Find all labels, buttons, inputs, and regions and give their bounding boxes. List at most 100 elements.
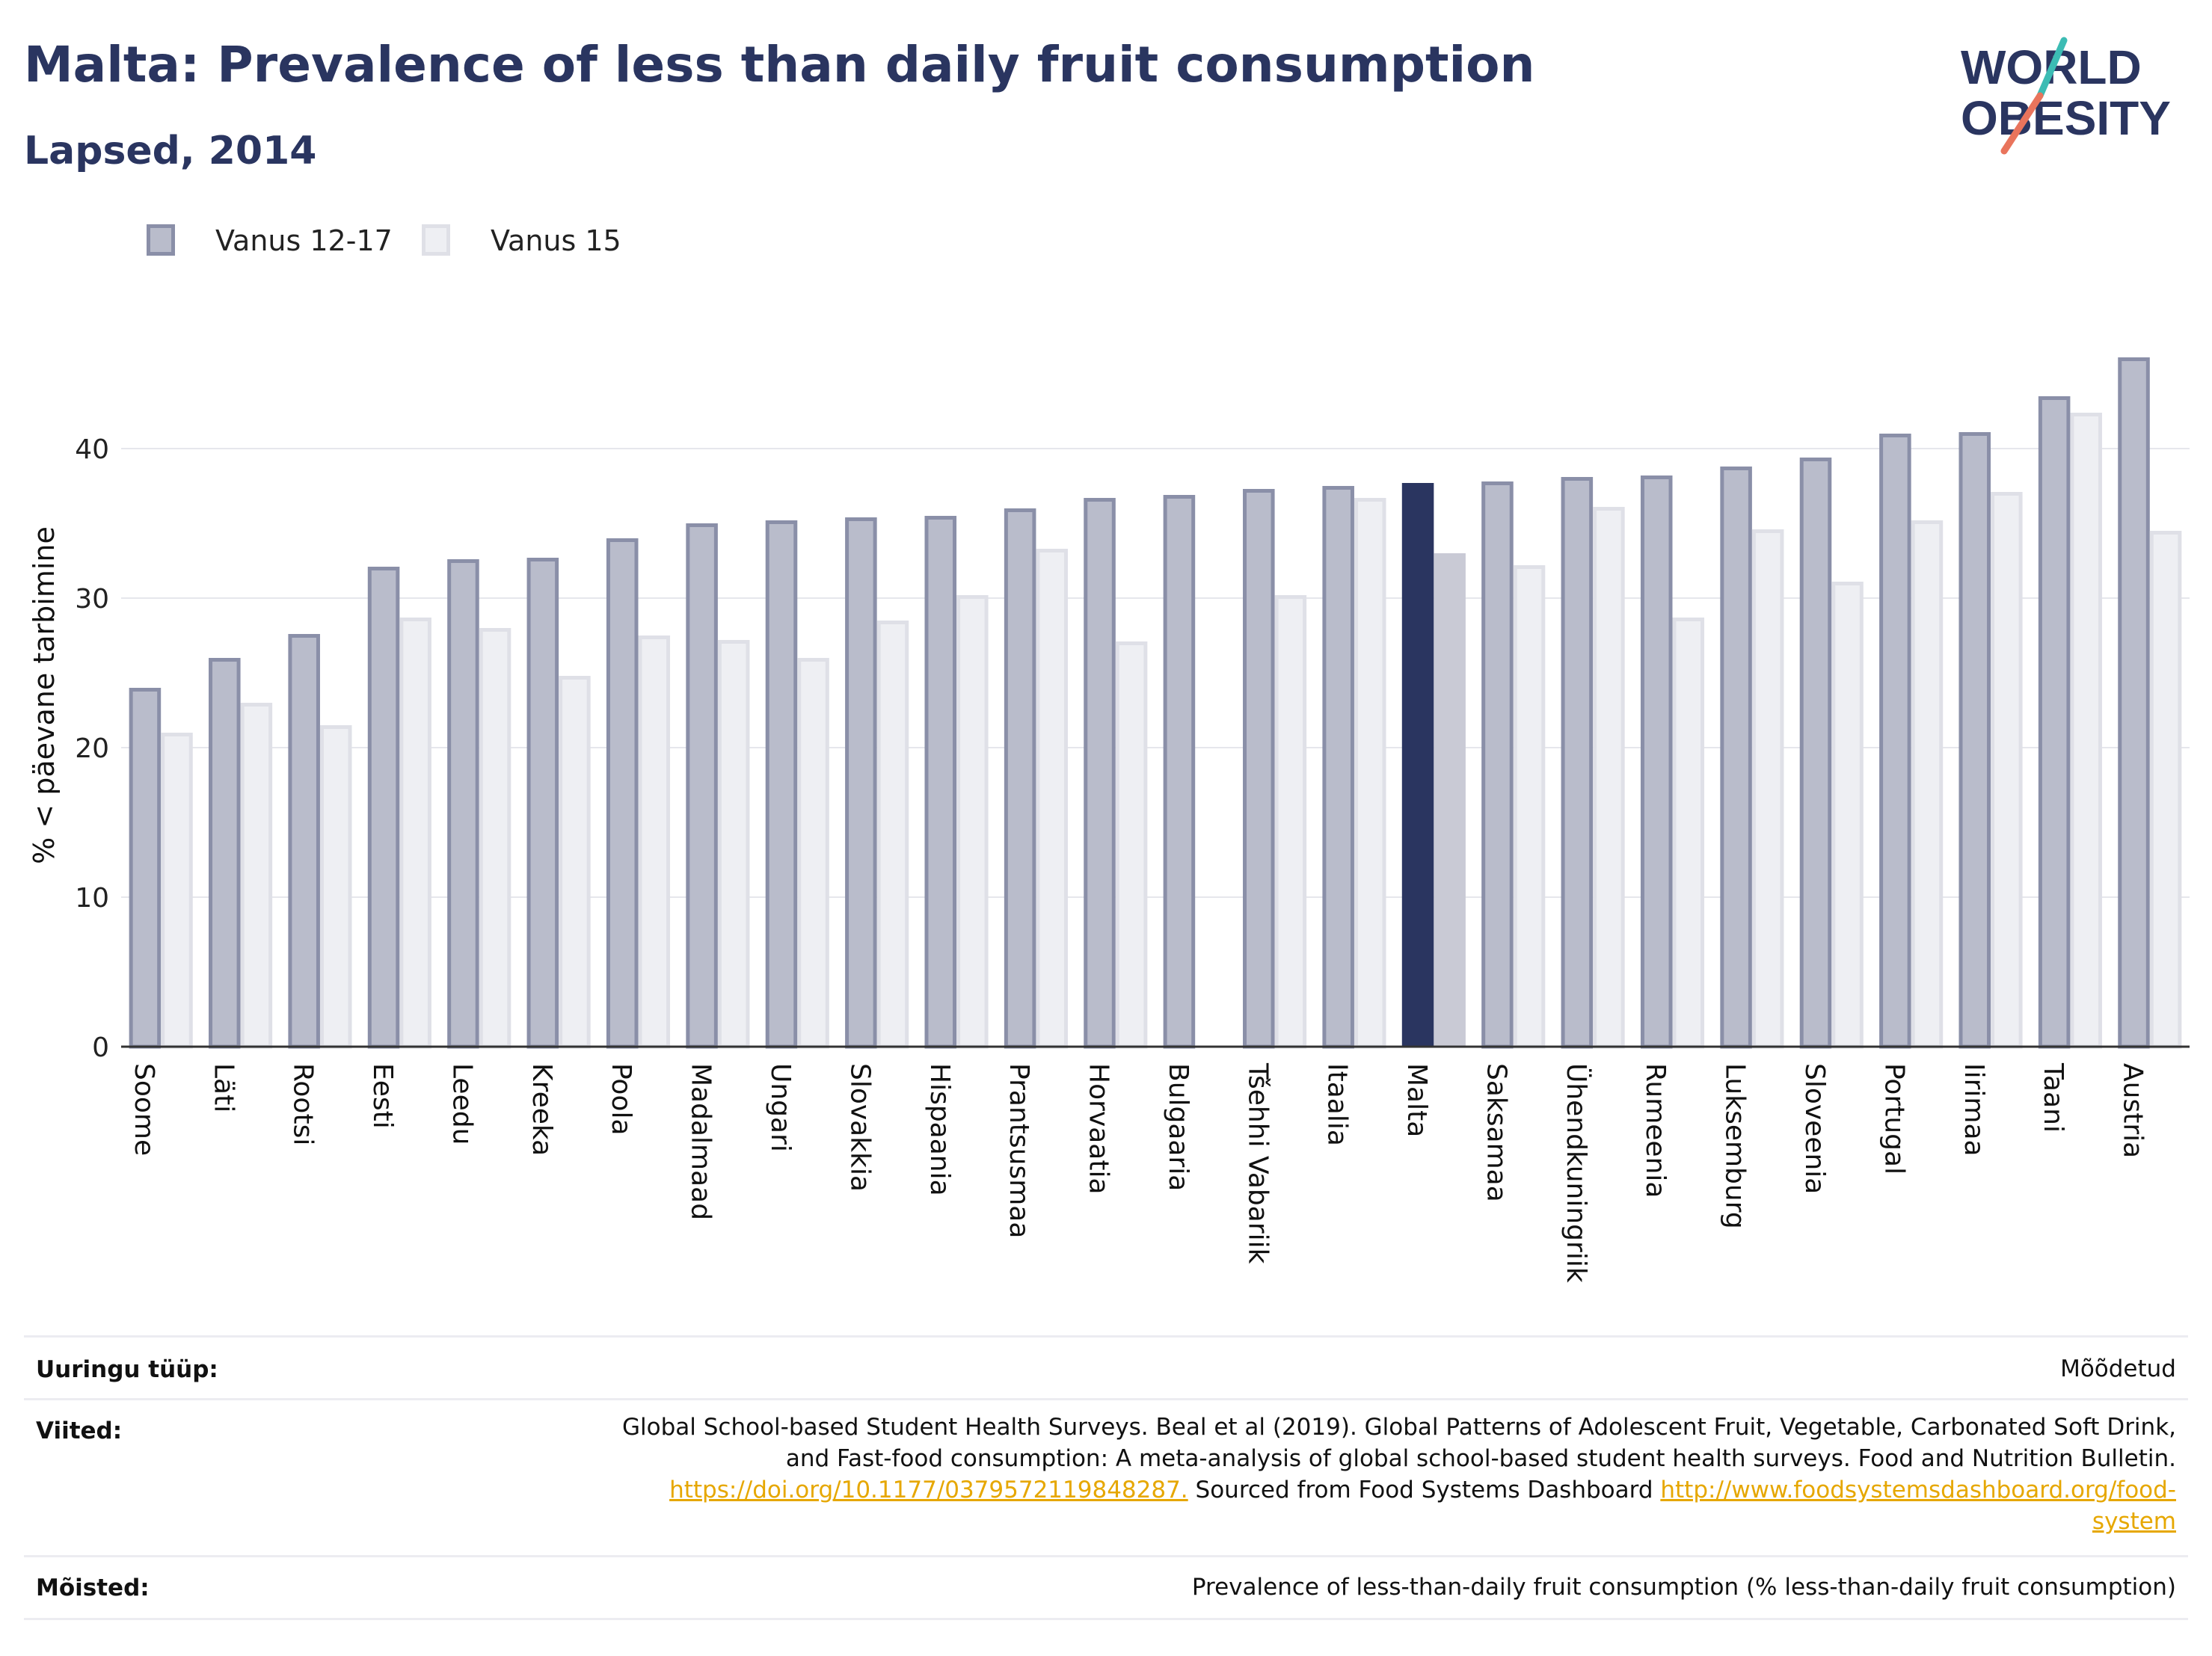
bar-series1 bbox=[526, 558, 559, 1049]
bar-series2 bbox=[956, 595, 989, 1049]
footer-row-survey-type: Uuringu tüüp: Mõõdetud bbox=[24, 1335, 2188, 1398]
bar-series1 bbox=[924, 516, 957, 1049]
bar-series2 bbox=[1513, 565, 1546, 1049]
logo-line2: OBESITY bbox=[1961, 91, 2171, 145]
dashboard-link-cont[interactable]: system bbox=[2092, 1508, 2176, 1535]
bar-chart: 0 10 20 30 40 % < päevane tarbimine Soome Läti R… bbox=[28, 357, 2190, 1283]
footer-divider bbox=[24, 1618, 2188, 1620]
bar-series1 bbox=[1879, 434, 1911, 1049]
x-tick-label: Slovakkia bbox=[844, 1063, 875, 1192]
x-tick-label: Hispaania bbox=[924, 1063, 955, 1196]
footer-divider bbox=[24, 1398, 2188, 1400]
bar-series2 bbox=[240, 703, 273, 1049]
legend-swatch-series1 bbox=[147, 224, 175, 256]
bar-series2 bbox=[1354, 498, 1386, 1049]
x-tick-label: Austria bbox=[2118, 1063, 2148, 1158]
x-tick-label: Soome bbox=[129, 1063, 159, 1156]
legend-swatch-series2 bbox=[422, 224, 450, 256]
bar-series2 bbox=[1831, 582, 1864, 1049]
bar-series1 bbox=[2038, 396, 2071, 1049]
reference-line2: and Fast-food consumption: A meta-analys… bbox=[785, 1445, 2176, 1472]
reference-mid: Sourced from Food Systems Dashboard bbox=[1188, 1477, 1661, 1503]
bar-series1 bbox=[288, 634, 320, 1049]
doi-link[interactable]: https://doi.org/10.1177/0379572119848287… bbox=[669, 1477, 1188, 1503]
y-tick-label: 30 bbox=[75, 584, 109, 615]
x-tick-label: Eesti bbox=[367, 1063, 398, 1129]
bar-series1 bbox=[209, 658, 241, 1049]
bar-series2 bbox=[2149, 531, 2182, 1049]
reference-line3: https://doi.org/10.1177/0379572119848287… bbox=[622, 1474, 2176, 1506]
bar-series2 bbox=[1036, 549, 1068, 1049]
footer-row-definitions: Mõisted: Prevalence of less-than-daily f… bbox=[24, 1555, 2188, 1618]
bar-series1 bbox=[1401, 483, 1434, 1047]
x-tick-label: Saksamaa bbox=[1481, 1063, 1511, 1202]
y-axis-label: % < päevane tarbimine bbox=[28, 526, 61, 864]
page-subtitle: Lapsed, 2014 bbox=[24, 129, 317, 173]
bar-series1 bbox=[1084, 498, 1116, 1049]
x-tick-label: Bulgaaria bbox=[1163, 1063, 1193, 1191]
bar-series1 bbox=[447, 559, 479, 1049]
footer-label: Uuringu tüüp: bbox=[36, 1356, 218, 1383]
bar-series2 bbox=[1672, 618, 1705, 1049]
y-tick-label: 40 bbox=[75, 434, 109, 465]
reference-line4: system bbox=[622, 1506, 2176, 1537]
bar-series1 bbox=[1720, 467, 1752, 1049]
bar-series2 bbox=[1991, 492, 2023, 1049]
bar-series1 bbox=[765, 520, 798, 1049]
bar-series2 bbox=[2070, 413, 2102, 1049]
bar-series2 bbox=[638, 635, 671, 1049]
x-tick-label: Iirimaa bbox=[1958, 1063, 1989, 1157]
footer-divider bbox=[24, 1335, 2188, 1338]
x-tick-label: Rootsi bbox=[288, 1063, 319, 1145]
x-tick-label: Poola bbox=[606, 1063, 636, 1136]
x-tick-label: Ühendkuningriik bbox=[1561, 1063, 1592, 1283]
x-tick-label: Sloveenia bbox=[1799, 1063, 1830, 1194]
x-tick-label: Madalmaad bbox=[686, 1063, 716, 1220]
x-tick-label: Taani bbox=[2038, 1062, 2068, 1133]
bar-series1 bbox=[1481, 481, 1514, 1049]
bar-series2 bbox=[1751, 529, 1784, 1049]
bar-series2 bbox=[161, 733, 193, 1049]
logo-slash-coral bbox=[2000, 92, 2044, 155]
bar-series2 bbox=[479, 628, 511, 1049]
footer-divider bbox=[24, 1555, 2188, 1557]
x-tick-label: Portugal bbox=[1878, 1063, 1909, 1175]
bar-series2 bbox=[1593, 507, 1625, 1049]
bar-series1 bbox=[367, 567, 400, 1049]
reference-line1: Global School-based Student Health Surve… bbox=[622, 1414, 2176, 1441]
x-tick-label: Rumeenia bbox=[1640, 1063, 1671, 1198]
bar-series1 bbox=[1799, 458, 1832, 1049]
bar-series2 bbox=[319, 725, 352, 1049]
bar-series2 bbox=[876, 621, 909, 1049]
bar-series1 bbox=[129, 688, 162, 1049]
x-tick-label: Luksemburg bbox=[1720, 1063, 1751, 1229]
bar-series2 bbox=[1434, 553, 1466, 1047]
x-tick-label: Leedu bbox=[446, 1063, 477, 1145]
y-tick-label: 20 bbox=[75, 733, 109, 764]
bar-series1 bbox=[1004, 508, 1036, 1049]
bar-series2 bbox=[1115, 641, 1148, 1049]
bar-series2 bbox=[399, 618, 431, 1049]
footer-row-references: Viited: Global School-based Student Heal… bbox=[24, 1398, 2188, 1555]
dashboard-link[interactable]: http://www.foodsystemsdashboard.org/food… bbox=[1660, 1477, 2176, 1503]
bar-series1 bbox=[1243, 489, 1275, 1049]
world-obesity-logo: WORLD OBESITY bbox=[1961, 37, 2171, 155]
x-tick-label: Kreeka bbox=[526, 1063, 557, 1156]
bar-series1 bbox=[2118, 357, 2150, 1049]
bar-series2 bbox=[1274, 595, 1307, 1049]
bar-series1 bbox=[686, 523, 718, 1049]
bar-series1 bbox=[1561, 477, 1594, 1049]
bar-series2 bbox=[717, 640, 750, 1049]
y-tick-label: 0 bbox=[92, 1032, 109, 1063]
logo-slash-teal bbox=[2036, 37, 2068, 99]
footer-label: Mõisted: bbox=[36, 1575, 150, 1601]
footer-label: Viited: bbox=[36, 1418, 123, 1444]
bar-series2 bbox=[1911, 520, 1944, 1049]
bar-series1 bbox=[1958, 432, 1991, 1049]
page-title: Malta: Prevalence of less than daily fru… bbox=[24, 36, 1535, 93]
bar-series1 bbox=[1640, 475, 1673, 1049]
x-tick-label: Läti bbox=[208, 1063, 239, 1112]
x-tick-label: Malta bbox=[1401, 1063, 1432, 1137]
bar-series2 bbox=[797, 658, 829, 1049]
x-tick-label: Itaalia bbox=[1322, 1063, 1353, 1146]
